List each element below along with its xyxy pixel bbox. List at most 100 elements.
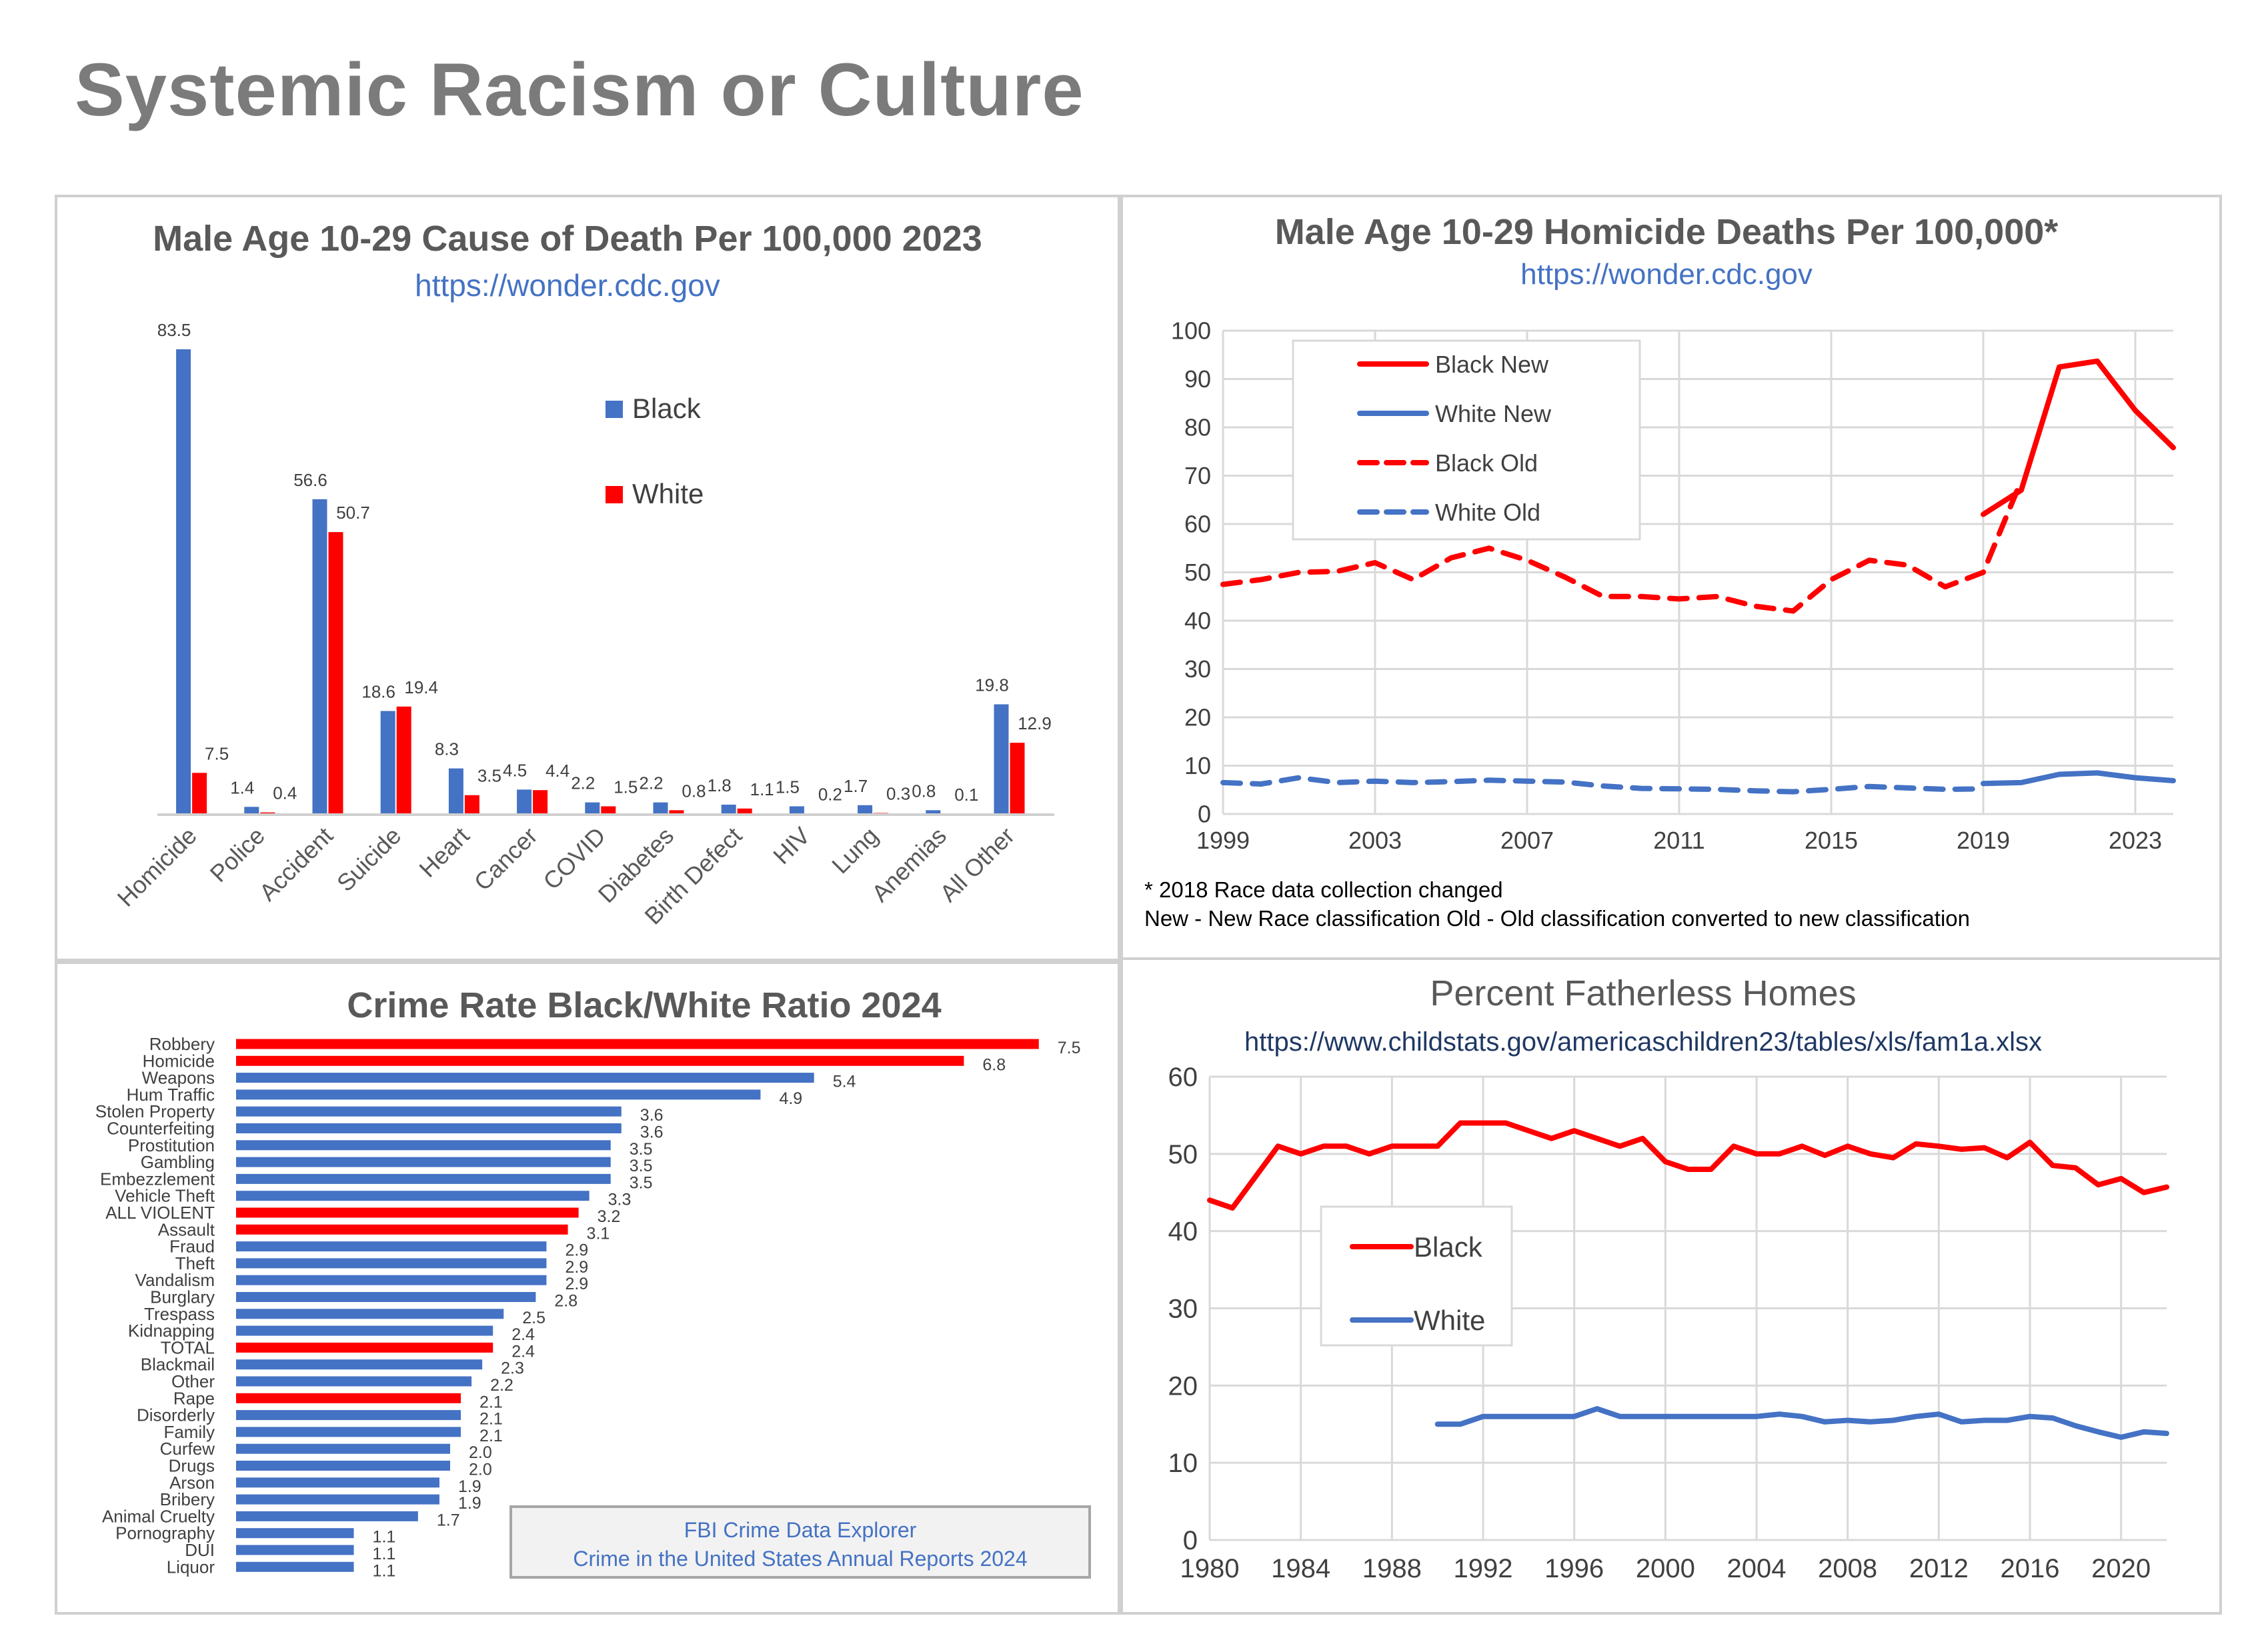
category-label-anemias: Anemias — [866, 822, 952, 907]
data-label-black-police: 1.4 — [230, 777, 254, 797]
category-label-lung: Lung — [826, 822, 884, 879]
source-line-1: FBI Crime Data Explorer — [684, 1518, 917, 1542]
category-label-all-violent: ALL VIOLENT — [105, 1203, 215, 1223]
data-label-white-diabetes: 0.8 — [682, 781, 706, 801]
category-label-curfew: Curfew — [160, 1439, 215, 1459]
x-tick-labels: 1980 1984 1988 1992 1996 2000 2004 2008 2012 2016… — [1180, 1554, 2151, 1583]
data-label-drugs: 2.0 — [469, 1461, 492, 1479]
bar-black-anemias — [926, 810, 941, 815]
panel-fatherless-homes: Percent Fatherless Homes https://www.chi… — [1120, 957, 2222, 1615]
bar-white-all-other — [1010, 743, 1025, 815]
bars — [176, 349, 1025, 815]
bar-liquor — [236, 1561, 354, 1572]
bar-black-suicide — [380, 711, 395, 815]
category-label-family: Family — [163, 1422, 215, 1442]
series-lines — [1220, 358, 2176, 795]
y-tick-80: 80 — [1184, 414, 1211, 441]
bar-trespass — [236, 1309, 504, 1319]
category-label-disorderly: Disorderly — [137, 1405, 215, 1425]
source-box: FBI Crime Data Explorer Crime in the Uni… — [509, 1505, 1091, 1579]
y-tick-10: 10 — [1184, 752, 1211, 779]
y-tick-30: 30 — [1168, 1295, 1198, 1324]
panel-homicide-trend: Male Age 10-29 Homicide Deaths Per 100,0… — [1120, 195, 2222, 961]
chart-subtitle-link[interactable]: https://wonder.cdc.gov — [415, 268, 720, 303]
legend-label-white-new: White New — [1435, 400, 1552, 427]
data-label-black-hiv: 1.5 — [776, 777, 800, 797]
data-label-total: 2.4 — [511, 1342, 535, 1361]
category-label-prostitution: Prostitution — [128, 1135, 215, 1155]
bar-white-heart — [464, 795, 479, 815]
bar-black-covid — [585, 802, 600, 815]
chart-subtitle-link[interactable]: https://wonder.cdc.gov — [1520, 258, 1813, 291]
bar-stolen-property — [236, 1106, 622, 1117]
category-label-suicide: Suicide — [331, 822, 406, 897]
data-label-animal-cruelty: 1.7 — [437, 1511, 460, 1529]
chart-title: Percent Fatherless Homes — [1430, 973, 1856, 1013]
bar-white-accident — [328, 532, 343, 815]
category-label-liquor: Liquor — [167, 1557, 215, 1577]
category-label-rape: Rape — [173, 1388, 215, 1408]
data-label-dui: 1.1 — [373, 1545, 396, 1563]
bar-arson — [236, 1477, 439, 1488]
bar-weapons — [236, 1073, 814, 1083]
footnote-2: New - New Race classification Old - Old … — [1144, 906, 1970, 931]
bar-theft — [236, 1258, 547, 1269]
x-tick-1988: 1988 — [1362, 1554, 1422, 1583]
bar-black-accident — [312, 499, 327, 815]
data-label-white-heart: 3.5 — [477, 766, 501, 786]
bar-disorderly — [236, 1410, 461, 1421]
bar-black-lung — [858, 805, 873, 815]
chart-subtitle-link[interactable]: https://www.childstats.gov/americaschild… — [1244, 1027, 2042, 1057]
bar-white-diabetes — [669, 810, 684, 815]
data-label-black-accident: 56.6 — [293, 470, 327, 490]
crime-ratio-chart: Crime Rate Black/White Ratio 2024 Robber… — [95, 985, 1091, 1580]
series-line-black-old — [1220, 477, 2024, 614]
y-tick-20: 20 — [1168, 1371, 1198, 1401]
data-label-black-covid: 2.2 — [571, 773, 595, 793]
x-tick-2016: 2016 — [2001, 1554, 2060, 1583]
data-label-white-police: 0.4 — [273, 783, 297, 803]
bars — [236, 1039, 1039, 1572]
bar-white-suicide — [396, 706, 411, 815]
category-label-drugs: Drugs — [169, 1456, 215, 1476]
category-label-vandalism: Vandalism — [135, 1270, 215, 1290]
bar-kidnapping — [236, 1325, 493, 1336]
category-label-gambling: Gambling — [141, 1152, 215, 1172]
chart-title: Male Age 10-29 Cause of Death Per 100,00… — [153, 219, 982, 259]
legend-label-white: White — [1414, 1305, 1485, 1336]
data-label-pornography: 1.1 — [373, 1528, 396, 1547]
data-label-vehicle-theft: 3.3 — [608, 1191, 632, 1209]
data-label-liquor: 1.1 — [373, 1561, 396, 1580]
y-tick-60: 60 — [1184, 511, 1211, 538]
series-lines — [1207, 1120, 2169, 1440]
bar-total — [236, 1342, 493, 1353]
category-label-burglary: Burglary — [150, 1287, 215, 1307]
data-label-homicide: 6.8 — [982, 1055, 1006, 1074]
legend: Black New White New Black Old White Old — [1292, 339, 1641, 541]
x-tick-labels: 1999 2003 2007 2011 2015 2019 2023 — [1196, 827, 2162, 854]
bar-homicide — [236, 1055, 964, 1066]
bar-dui — [236, 1545, 354, 1555]
data-label-embezzlement: 3.5 — [630, 1173, 653, 1192]
category-label-total: TOTAL — [161, 1337, 215, 1357]
y-tick-50: 50 — [1184, 559, 1211, 586]
data-label-white-birth-defect: 1.1 — [750, 779, 774, 799]
legend-swatch-white — [606, 486, 623, 503]
category-label-animal-cruelty: Animal Cruelty — [102, 1506, 215, 1526]
category-label-accident: Accident — [254, 822, 339, 907]
cause-of-death-chart: Male Age 10-29 Cause of Death Per 100,00… — [112, 219, 1054, 930]
data-label-curfew: 2.0 — [469, 1443, 492, 1462]
category-label-robbery: Robbery — [149, 1034, 215, 1054]
data-label-other: 2.2 — [490, 1376, 513, 1395]
panel-cause-of-death: Male Age 10-29 Cause of Death Per 100,00… — [55, 195, 1120, 961]
bar-counterfeiting — [236, 1123, 622, 1133]
x-tick-2015: 2015 — [1805, 827, 1858, 854]
data-label-bribery: 1.9 — [458, 1494, 481, 1513]
x-tick-1980: 1980 — [1180, 1554, 1240, 1583]
y-tick-0: 0 — [1183, 1526, 1198, 1555]
category-label-weapons: Weapons — [142, 1068, 215, 1088]
x-tick-1999: 1999 — [1196, 827, 1250, 854]
category-label-blackmail: Blackmail — [141, 1355, 215, 1375]
x-tick-2011: 2011 — [1653, 827, 1705, 854]
